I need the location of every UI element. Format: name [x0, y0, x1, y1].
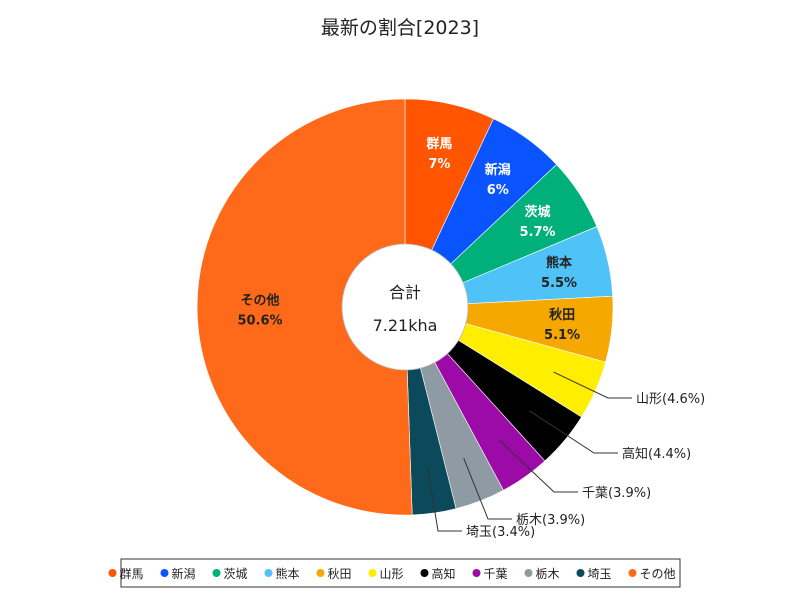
slice-labels: 群馬 7% 新潟 6% 茨城 5.7% 熊本 5.5% 秋田 5.1% 山形(4.6%) 高知(4.4… [237, 136, 705, 540]
legend-item-4: 熊本 [276, 566, 300, 581]
legend-item-7: 高知 [432, 566, 456, 581]
slice-label-1-name: 群馬 [426, 136, 452, 152]
legend-marker-11 [628, 569, 637, 577]
slice-label-10-leader [427, 467, 462, 532]
slice-label-3-value: 5.7% [519, 225, 555, 240]
slice-label-10: 埼玉(3.4%) [466, 525, 535, 540]
legend-marker-2 [160, 569, 169, 577]
legend-item-11: その他 [640, 567, 676, 581]
donut-hole [341, 243, 469, 371]
donut-hole-circle [341, 243, 469, 371]
legend-marker-3 [212, 569, 221, 577]
legend-item-3: 茨城 [224, 567, 248, 581]
pie-slice-11 [196, 98, 413, 516]
slice-label-4-name: 熊本 [546, 255, 572, 271]
slice-label-8: 千葉(3.9%) [582, 486, 651, 501]
legend-marker-4 [264, 569, 273, 577]
slice-label-2-name: 新潟 [485, 162, 511, 178]
slice-label-11-name: その他 [241, 293, 280, 309]
legend-marker-9 [524, 569, 533, 577]
legend-marker-8 [472, 569, 481, 577]
center-total-label: 合計 [389, 283, 421, 302]
slice-label-4-value: 5.5% [541, 276, 577, 291]
slice-label-5-value: 5.1% [544, 328, 580, 343]
center-total-value: 7.21kha [373, 316, 438, 335]
legend-item-10: 埼玉 [588, 567, 612, 581]
slice-label-7-leader [529, 410, 618, 454]
slice-label-1-value: 7% [428, 157, 450, 172]
slice-label-6-leader [553, 371, 632, 399]
slice-label-8-leader [498, 439, 578, 493]
legend-marker-5 [316, 569, 325, 577]
slice-label-7: 高知(4.4%) [622, 446, 691, 462]
legend-item-1: 群馬 [120, 567, 144, 581]
slice-label-6: 山形(4.6%) [636, 392, 705, 407]
legend-item-9: 栃木 [536, 567, 560, 581]
chart-title: 最新の割合[2023] [321, 17, 479, 39]
legend-marker-7 [420, 569, 429, 577]
legend-item-6: 山形 [380, 567, 404, 581]
legend-item-8: 千葉 [484, 567, 508, 581]
slice-label-9: 栃木(3.9%) [516, 513, 585, 528]
slice-label-11-value: 50.6% [237, 314, 282, 329]
legend-marker-10 [576, 569, 585, 577]
slice-label-9-leader [463, 458, 512, 520]
slice-label-5-name: 秋田 [549, 307, 575, 323]
slice-label-3-name: 茨城 [525, 204, 551, 220]
slice-label-2-value: 6% [487, 183, 509, 198]
legend-marker-1 [108, 569, 117, 577]
legend-item-5: 秋田 [328, 567, 352, 581]
legend-item-2: 新潟 [172, 566, 196, 581]
legend: 群馬 新潟 茨城 熊本 秋田 山形 高知 千葉 栃木 埼玉 その他 [108, 558, 681, 588]
legend-marker-6 [368, 569, 377, 577]
